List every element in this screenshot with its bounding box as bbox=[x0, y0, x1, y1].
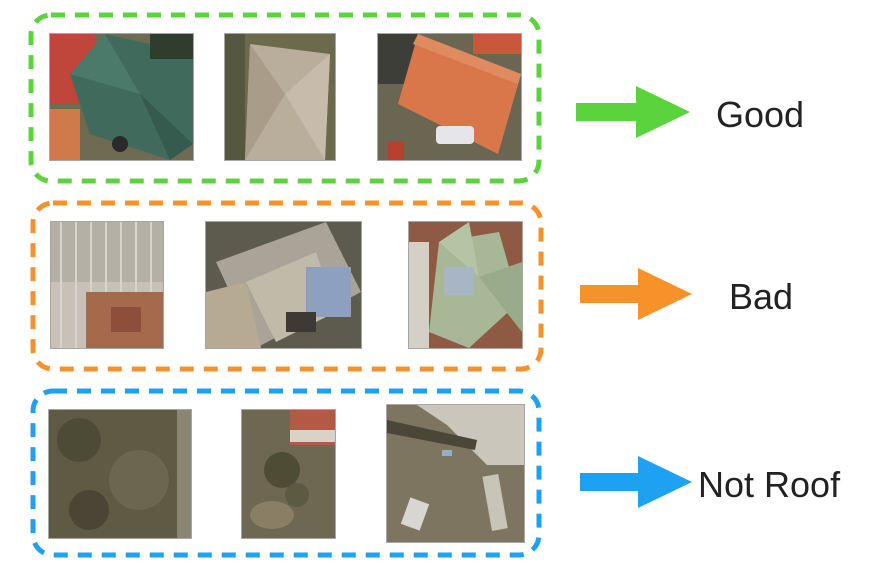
good-label: Good bbox=[716, 94, 805, 135]
not-roof-dashed-frame bbox=[30, 388, 542, 558]
good-tile-2 bbox=[225, 34, 335, 160]
not-roof-label: Not Roof bbox=[698, 464, 841, 505]
bad-tile-3 bbox=[409, 222, 522, 348]
good-tile-1 bbox=[50, 34, 193, 160]
bad-tile-2 bbox=[206, 222, 361, 348]
bad-label: Bad bbox=[729, 276, 794, 317]
bad-dashed-frame bbox=[30, 200, 544, 372]
good-tile-3 bbox=[378, 34, 521, 160]
good-group bbox=[28, 12, 542, 184]
bad-tile-1 bbox=[51, 222, 163, 348]
not-roof-arrow bbox=[580, 456, 692, 508]
good-arrow bbox=[576, 86, 690, 138]
not-roof-tile-3 bbox=[387, 405, 524, 542]
good-dashed-frame bbox=[28, 12, 542, 184]
bad-arrow bbox=[580, 268, 692, 320]
not-roof-group bbox=[30, 388, 542, 558]
not-roof-tile-1 bbox=[49, 410, 191, 538]
bad-group bbox=[30, 200, 544, 372]
not-roof-tile-2 bbox=[242, 410, 335, 538]
